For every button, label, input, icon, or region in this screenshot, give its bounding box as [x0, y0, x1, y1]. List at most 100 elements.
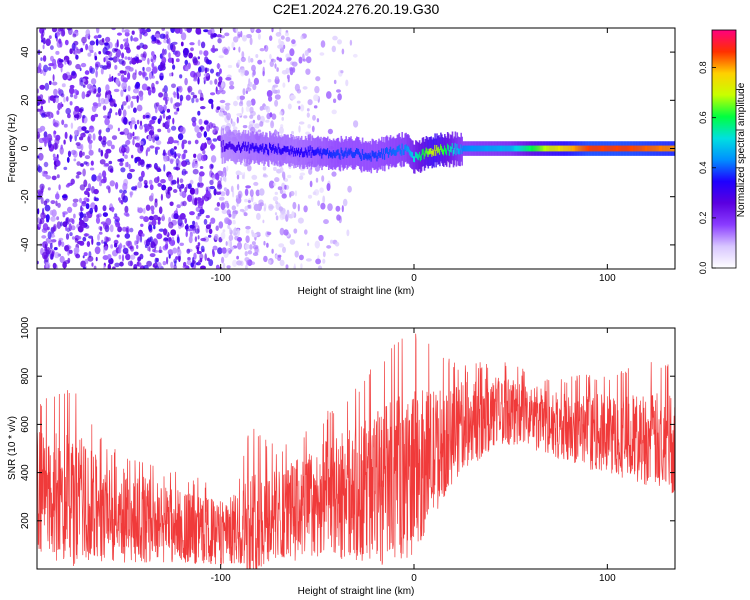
spectrogram-noise-blob	[172, 64, 176, 70]
spectrogram-noise-blob	[273, 59, 276, 63]
spectrogram-ridge-cell	[389, 146, 392, 153]
spectrogram-noise-blob	[204, 197, 208, 202]
spectrogram-noise-blob	[263, 255, 268, 263]
spectrogram-noise-blob	[267, 78, 272, 83]
spectrogram-ridge-cell	[386, 148, 389, 154]
spectrogram-noise-blob	[94, 113, 99, 118]
spectrogram-ridge-cell	[599, 145, 602, 152]
spectrogram-ridge-cell	[325, 149, 327, 156]
spectrogram-noise-blob	[86, 241, 91, 247]
spectrogram-ridge-cell	[229, 141, 231, 148]
spectrogram-ridge-cell	[555, 145, 557, 152]
spectrogram-noise-blob	[311, 125, 315, 133]
spectrogram-y-tick-label: -20	[20, 189, 31, 204]
spectrogram-noise-blob	[185, 94, 191, 101]
spectrogram-noise-blob	[137, 181, 143, 189]
spectrogram-noise-blob	[216, 106, 221, 110]
spectrogram-noise-blob	[259, 48, 265, 52]
spectrogram-noise-blob	[300, 35, 304, 40]
spectrogram-ridge-cell	[558, 145, 560, 152]
spectrogram-noise-blob	[155, 166, 161, 171]
spectrogram-noise-blob	[205, 224, 211, 230]
spectrogram-noise-blob	[38, 137, 45, 144]
spectrogram-noise-blob	[172, 247, 178, 254]
spectrogram-noise-blob	[277, 186, 283, 191]
spectrogram-noise-blob	[156, 39, 160, 44]
spectrogram-noise-blob	[214, 126, 219, 132]
spectrogram-noise-blob	[67, 206, 73, 213]
spectrogram-noise-blob	[150, 241, 156, 249]
spectrogram-noise-blob	[37, 65, 41, 71]
spectrogram-ridge-cell	[333, 151, 336, 158]
spectrogram-noise-blob	[245, 235, 250, 243]
spectrogram-ridge-cell	[572, 145, 575, 152]
spectrogram-noise-blob	[67, 28, 73, 36]
spectrogram-ridge-cell	[529, 145, 531, 152]
spectrogram-ridge-cell	[491, 145, 493, 152]
spectrogram-ridge-cell	[251, 142, 254, 149]
spectrogram-ridge-cell	[537, 145, 540, 152]
spectrogram-noise-blob	[217, 83, 220, 87]
spectrogram-noise-blob	[337, 39, 342, 45]
spectrogram-noise-blob	[87, 52, 92, 57]
spectrogram-noise-blob	[163, 39, 168, 44]
spectrogram-noise-blob	[226, 165, 229, 172]
spectrogram-noise-blob	[262, 66, 265, 75]
spectrogram-ridge-cell	[223, 146, 226, 152]
spectrogram-noise-blob	[244, 243, 250, 250]
spectrogram-noise-blob	[136, 104, 143, 112]
spectrogram-ridge-cell	[297, 149, 299, 156]
spectrogram-noise-blob	[85, 211, 90, 215]
spectrogram-noise-blob	[151, 75, 155, 79]
spectrogram-noise-blob	[251, 174, 258, 180]
spectrogram-noise-blob	[294, 250, 299, 258]
spectrogram-noise-blob	[155, 80, 159, 85]
spectrogram-noise-blob	[257, 129, 262, 133]
spectrogram-ridge-cell	[502, 145, 505, 152]
spectrogram-noise-blob	[98, 231, 103, 235]
spectrogram-noise-blob	[193, 161, 199, 169]
spectrogram-noise-blob	[57, 240, 61, 247]
spectrogram-ridge-cell	[300, 147, 303, 154]
spectrogram-noise-blob	[100, 97, 106, 105]
spectrogram-noise-blob	[102, 255, 109, 261]
spectrogram-ridge-cell	[530, 145, 532, 152]
spectrogram-noise-blob	[105, 84, 110, 92]
spectrogram-noise-blob	[102, 105, 107, 111]
spectrogram-noise-blob	[64, 39, 69, 46]
spectrogram-noise-blob	[232, 190, 235, 198]
spectrogram-noise-blob	[144, 126, 150, 130]
spectrogram-noise-blob	[144, 182, 148, 189]
spectrogram-noise-blob	[171, 41, 178, 45]
spectrogram-noise-blob	[83, 252, 88, 257]
spectrogram-ridge-cell	[596, 145, 599, 152]
spectrogram-ridge-cell	[255, 143, 258, 149]
spectrogram-noise-blob	[94, 246, 101, 255]
spectrogram-noise-blob	[145, 76, 149, 81]
spectrogram-noise-blob	[245, 264, 248, 269]
spectrogram-ridge-cell	[326, 149, 328, 156]
spectrogram-noise-blob	[145, 163, 150, 170]
spectrogram-noise-blob	[143, 216, 150, 223]
spectrogram-noise-blob	[67, 257, 71, 264]
spectrogram-noise-blob	[47, 187, 51, 191]
spectrogram-noise-blob	[251, 28, 254, 32]
spectrogram-ridge-cell	[626, 145, 629, 152]
spectrogram-ridge-cell	[265, 143, 267, 150]
spectrogram-noise-blob	[245, 225, 251, 230]
spectrogram-noise-blob	[131, 186, 137, 191]
spectrogram-ridge-cell	[257, 146, 259, 153]
spectrogram-ridge-cell	[457, 148, 460, 154]
spectrogram-noise-blob	[193, 252, 197, 260]
spectrogram-ridge-cell	[330, 151, 333, 158]
spectrogram-y-tick-label: -40	[20, 237, 31, 252]
spectrogram-ridge-cell	[492, 145, 494, 152]
spectrogram-noise-blob	[122, 109, 127, 117]
spectrogram-noise-blob	[237, 59, 241, 65]
spectrogram-ridge-cell	[531, 145, 534, 152]
spectrogram-ridge-cell	[633, 145, 635, 152]
spectrogram-noise-blob	[59, 255, 65, 264]
spectrogram-noise-blob	[313, 94, 319, 102]
spectrogram-noise-blob	[250, 58, 254, 63]
spectrogram-noise-blob	[278, 38, 282, 45]
